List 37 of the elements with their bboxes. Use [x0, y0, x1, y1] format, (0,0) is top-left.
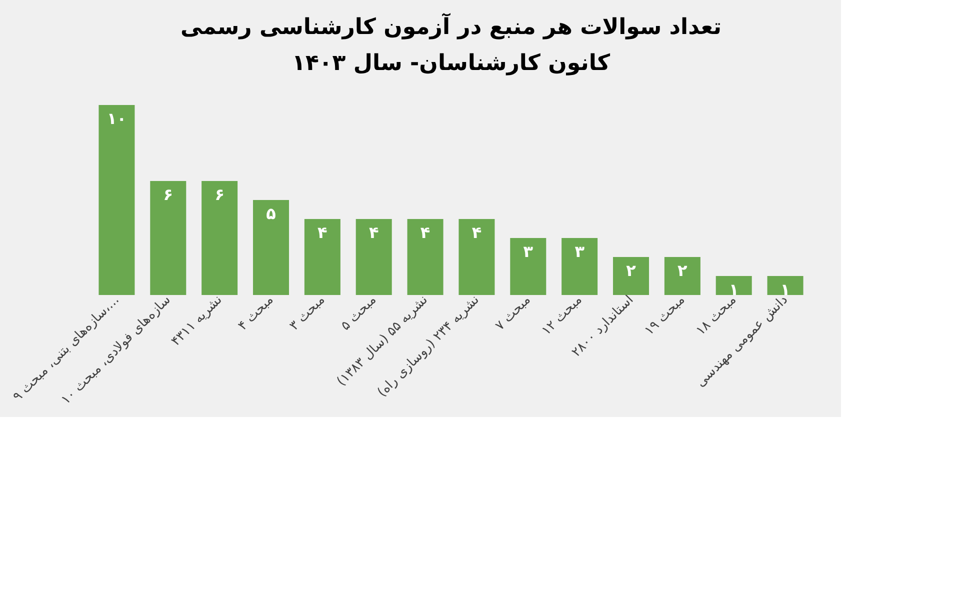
bar [664, 257, 700, 295]
data-label: ۴ [420, 223, 430, 242]
bar [562, 238, 598, 295]
bar [458, 219, 495, 295]
bar [304, 219, 340, 295]
x-tick-label: مبحث ۷ [492, 292, 534, 334]
data-label: ۲ [626, 261, 636, 280]
data-label: ۶ [163, 185, 174, 204]
chart-title: تعداد سوالات هر منبع در آزمون کارشناسی رسمی [180, 13, 722, 40]
bar [767, 276, 804, 295]
data-label: ۴ [318, 223, 328, 242]
x-tick-label: مبحث ۱۹ [642, 292, 688, 339]
data-label: ۱ [728, 280, 739, 299]
data-label: ۳ [574, 242, 585, 261]
data-label: ۵ [266, 204, 276, 223]
bar [716, 276, 752, 295]
x-tick-label: نشریه ۴۳۱۱ [168, 292, 226, 350]
bar [613, 257, 649, 295]
x-tick-label: مبحث ۱۲ [539, 292, 586, 339]
data-label: ۳ [523, 242, 534, 261]
bar [253, 200, 289, 295]
data-label: ۱۰ [106, 109, 126, 128]
data-label: ۲ [678, 261, 688, 280]
data-label: ۶ [214, 185, 224, 204]
bar [510, 238, 546, 295]
bar [98, 105, 135, 295]
data-label: ۴ [368, 223, 379, 242]
bar [202, 181, 238, 295]
data-label: ۱ [780, 280, 790, 299]
chart-subtitle: کانون کارشناسان- سال ۱۴۰۳ [292, 51, 610, 76]
x-tick-label: مبحث ۵ [338, 292, 380, 334]
bar [150, 181, 186, 295]
x-tick-label: مبحث ۳ [286, 292, 328, 334]
bar [407, 219, 444, 295]
x-tick-label: مبحث ۴ [236, 292, 277, 334]
bar [356, 219, 392, 295]
data-label: ۴ [472, 223, 482, 242]
